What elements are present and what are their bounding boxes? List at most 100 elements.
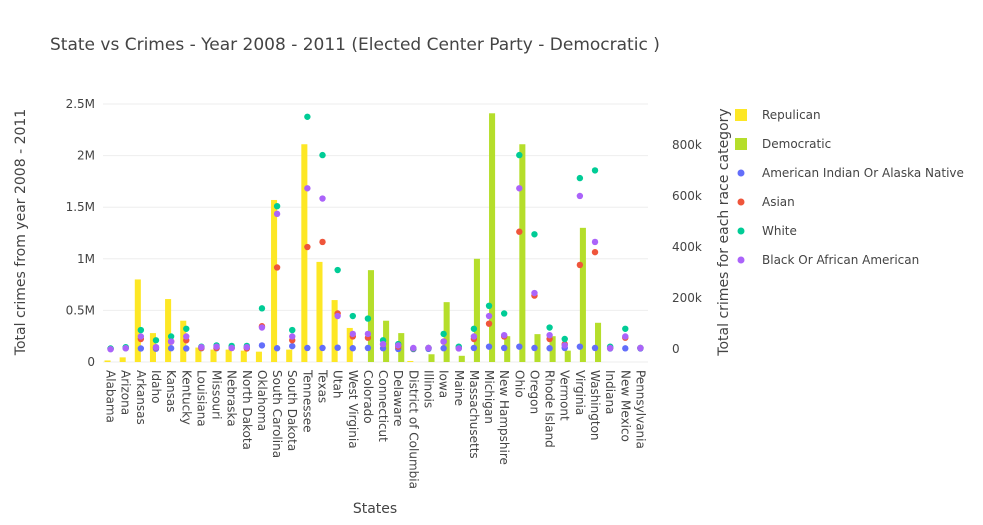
bar-repulican-west-virginia[interactable]	[346, 327, 353, 362]
legend-label[interactable]: Repulican	[762, 108, 821, 122]
point-white[interactable]	[500, 310, 508, 317]
point-white[interactable]	[622, 325, 629, 332]
point-black-or-african-american[interactable]	[167, 338, 175, 345]
point-white[interactable]	[364, 315, 372, 322]
point-white[interactable]	[591, 167, 599, 174]
bar-repulican-north-dakota[interactable]	[240, 350, 247, 362]
point-american-indian-or-alaska-native[interactable]	[289, 342, 296, 350]
point-white[interactable]	[273, 202, 281, 210]
point-black-or-african-american[interactable]	[485, 312, 493, 320]
bar-repulican-arkansas[interactable]	[134, 279, 141, 362]
point-asian[interactable]	[273, 264, 281, 271]
point-american-indian-or-alaska-native[interactable]	[334, 344, 341, 351]
point-asian[interactable]	[319, 238, 326, 246]
point-white[interactable]	[349, 312, 356, 320]
point-white[interactable]	[152, 337, 160, 344]
point-american-indian-or-alaska-native[interactable]	[258, 342, 266, 349]
point-black-or-african-american[interactable]	[273, 210, 281, 218]
point-american-indian-or-alaska-native[interactable]	[364, 344, 372, 352]
bar-democratic-colorado[interactable]	[367, 270, 374, 362]
point-black-or-african-american[interactable]	[379, 340, 387, 348]
point-american-indian-or-alaska-native[interactable]	[516, 343, 523, 350]
point-black-or-african-american[interactable]	[395, 342, 402, 349]
bar-repulican-oklahoma[interactable]	[255, 351, 262, 362]
point-american-indian-or-alaska-native[interactable]	[304, 344, 311, 352]
point-american-indian-or-alaska-native[interactable]	[591, 344, 599, 352]
point-white[interactable]	[531, 231, 538, 238]
point-black-or-african-american[interactable]	[364, 330, 372, 338]
point-black-or-african-american[interactable]	[228, 344, 235, 352]
bar-democratic-connecticut[interactable]	[383, 320, 390, 362]
point-black-or-african-american[interactable]	[516, 185, 523, 192]
point-american-indian-or-alaska-native[interactable]	[319, 344, 326, 352]
point-black-or-african-american[interactable]	[531, 289, 538, 297]
point-white[interactable]	[289, 326, 296, 334]
point-white[interactable]	[470, 325, 478, 332]
point-white[interactable]	[546, 324, 553, 331]
point-asian[interactable]	[485, 320, 493, 327]
point-american-indian-or-alaska-native[interactable]	[183, 345, 190, 352]
point-black-or-african-american[interactable]	[576, 192, 584, 200]
point-black-or-african-american[interactable]	[258, 324, 266, 331]
point-white[interactable]	[334, 266, 341, 274]
point-white[interactable]	[516, 151, 523, 159]
legend-label[interactable]: American Indian Or Alaska Native	[762, 166, 964, 180]
legend-marker[interactable]	[737, 256, 745, 264]
legend-marker[interactable]	[737, 169, 745, 177]
bar-democratic-ohio[interactable]	[519, 144, 526, 362]
bar-repulican-tennessee[interactable]	[301, 144, 308, 362]
point-asian[interactable]	[304, 243, 311, 251]
bar-democratic-michigan[interactable]	[489, 113, 496, 363]
point-black-or-african-american[interactable]	[455, 345, 462, 352]
point-black-or-african-american[interactable]	[591, 238, 599, 246]
point-white[interactable]	[137, 326, 145, 334]
point-black-or-african-american[interactable]	[198, 343, 205, 351]
point-american-indian-or-alaska-native[interactable]	[500, 344, 508, 352]
bar-repulican-district-of-columbia[interactable]	[407, 360, 414, 362]
point-black-or-african-american[interactable]	[410, 344, 417, 352]
point-white[interactable]	[183, 325, 190, 332]
point-black-or-african-american[interactable]	[183, 333, 190, 340]
point-black-or-african-american[interactable]	[122, 345, 129, 352]
point-white[interactable]	[319, 151, 326, 159]
bar-repulican-nebraska[interactable]	[225, 349, 232, 362]
bar-repulican-missouri[interactable]	[210, 349, 217, 362]
point-black-or-african-american[interactable]	[546, 331, 553, 339]
bar-democratic-maine[interactable]	[458, 355, 465, 362]
bar-democratic-washington[interactable]	[595, 322, 602, 362]
point-black-or-african-american[interactable]	[606, 344, 614, 352]
point-white[interactable]	[576, 174, 584, 182]
point-american-indian-or-alaska-native[interactable]	[531, 344, 538, 352]
bar-repulican-kentucky[interactable]	[180, 320, 187, 362]
point-black-or-african-american[interactable]	[561, 342, 568, 349]
point-white[interactable]	[304, 113, 311, 120]
legend-marker[interactable]	[737, 198, 745, 206]
bar-democratic-iowa[interactable]	[443, 302, 450, 362]
point-black-or-african-american[interactable]	[622, 333, 629, 340]
point-black-or-african-american[interactable]	[213, 343, 220, 350]
point-black-or-african-american[interactable]	[152, 343, 160, 351]
point-black-or-african-american[interactable]	[500, 331, 508, 339]
point-american-indian-or-alaska-native[interactable]	[349, 345, 356, 352]
point-american-indian-or-alaska-native[interactable]	[622, 345, 629, 352]
point-american-indian-or-alaska-native[interactable]	[576, 343, 584, 350]
legend-label[interactable]: Black Or African American	[762, 253, 919, 267]
point-american-indian-or-alaska-native[interactable]	[137, 345, 145, 352]
point-white[interactable]	[167, 333, 175, 340]
bar-repulican-texas[interactable]	[316, 261, 323, 362]
bar-democratic-massachusetts[interactable]	[473, 258, 480, 362]
bar-repulican-arizona[interactable]	[119, 357, 126, 362]
bar-repulican-louisiana[interactable]	[195, 347, 202, 362]
legend-label[interactable]: Asian	[762, 195, 795, 209]
legend-label[interactable]: Democratic	[762, 137, 831, 151]
point-black-or-african-american[interactable]	[425, 344, 432, 352]
legend-marker[interactable]	[737, 227, 745, 235]
bar-repulican-utah[interactable]	[331, 300, 338, 362]
point-black-or-african-american[interactable]	[470, 333, 478, 340]
point-white[interactable]	[561, 335, 568, 343]
point-black-or-african-american[interactable]	[334, 312, 341, 320]
bar-repulican-alabama[interactable]	[104, 360, 111, 362]
point-american-indian-or-alaska-native[interactable]	[167, 345, 175, 352]
point-white[interactable]	[258, 305, 266, 312]
point-black-or-african-american[interactable]	[349, 330, 356, 338]
